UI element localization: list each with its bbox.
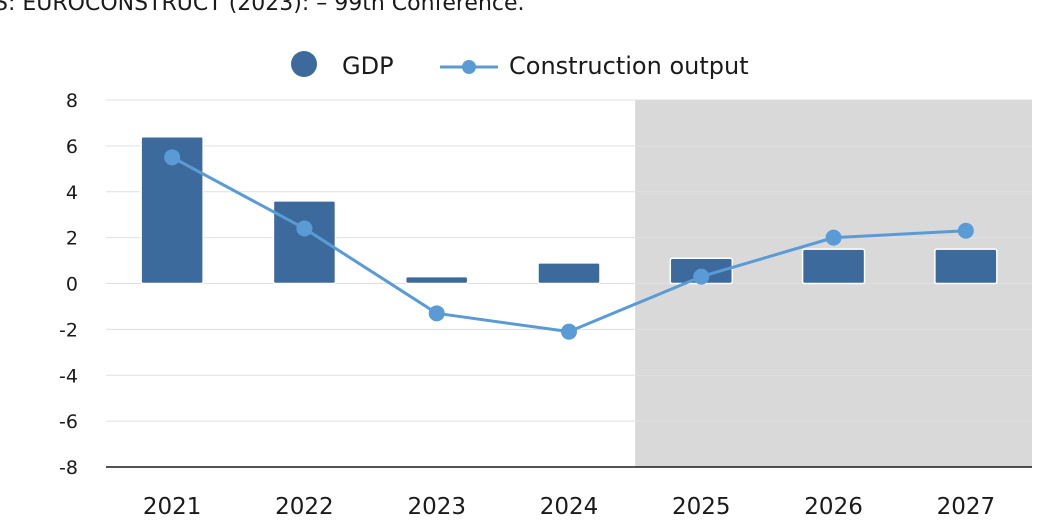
x-tick-label-2025: 2025	[672, 494, 731, 520]
y-tick-label: -8	[59, 457, 78, 479]
point-construction-2027	[957, 222, 974, 239]
legend: GDP Construction output	[291, 51, 749, 80]
legend-gdp-marker	[291, 51, 317, 77]
bar-gdp-2021	[140, 135, 204, 285]
y-tick-label: -2	[59, 319, 78, 341]
point-construction-2022	[296, 220, 313, 237]
point-construction-2026	[825, 229, 842, 246]
source-note: S: EUROCONSTRUCT (2023): – 99th Conferen…	[0, 0, 525, 16]
x-tick-label-2021: 2021	[143, 494, 202, 520]
y-tick-label: 8	[66, 90, 78, 112]
bar-gdp-2024	[537, 262, 601, 285]
bar-gdp-2026	[801, 248, 866, 285]
point-construction-2021	[164, 149, 181, 166]
y-tick-label: -4	[59, 365, 78, 387]
x-tick-label-2024: 2024	[540, 494, 599, 520]
bar-gdp-2027	[934, 248, 998, 285]
y-tick-label: 0	[66, 274, 78, 296]
bar-gdp-2023	[404, 275, 469, 285]
x-tick-label-2026: 2026	[804, 494, 863, 520]
y-tick-label: 6	[66, 136, 78, 158]
x-tick-label-2023: 2023	[407, 494, 466, 520]
y-tick-label: 4	[66, 182, 78, 204]
y-tick-label: 2	[66, 228, 78, 250]
x-tick-label-2022: 2022	[275, 494, 334, 520]
point-construction-2025	[693, 268, 710, 285]
x-tick-label-2027: 2027	[937, 494, 996, 520]
plot-area: 8 6 4 2 0 -2 -4 -6 -8 2021 2022 2023 2024 2025 2026 202…	[59, 90, 1032, 520]
legend-construction-label: Construction output	[509, 52, 749, 80]
legend-gdp-label: GDP	[342, 52, 394, 80]
legend-construction-marker	[462, 60, 476, 74]
point-construction-2024	[561, 323, 577, 340]
y-tick-label: -6	[59, 411, 78, 433]
point-construction-2023	[428, 305, 445, 322]
